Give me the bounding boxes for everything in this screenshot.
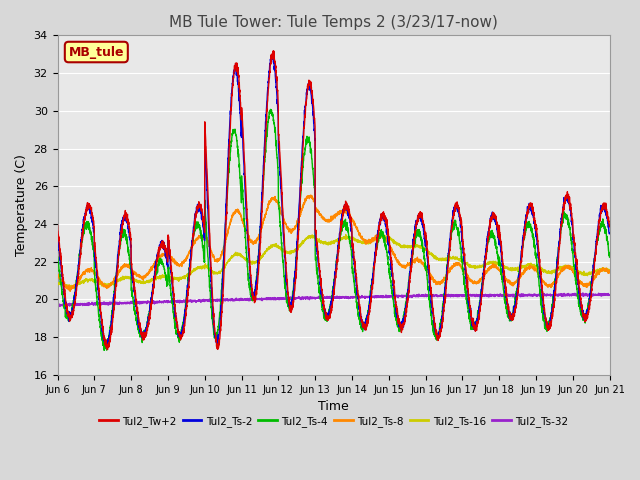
- Y-axis label: Temperature (C): Temperature (C): [15, 154, 28, 256]
- Legend: Tul2_Tw+2, Tul2_Ts-2, Tul2_Ts-4, Tul2_Ts-8, Tul2_Ts-16, Tul2_Ts-32: Tul2_Tw+2, Tul2_Ts-2, Tul2_Ts-4, Tul2_Ts…: [95, 411, 572, 431]
- X-axis label: Time: Time: [318, 400, 349, 413]
- Text: MB_tule: MB_tule: [68, 46, 124, 59]
- Title: MB Tule Tower: Tule Temps 2 (3/23/17-now): MB Tule Tower: Tule Temps 2 (3/23/17-now…: [169, 15, 498, 30]
